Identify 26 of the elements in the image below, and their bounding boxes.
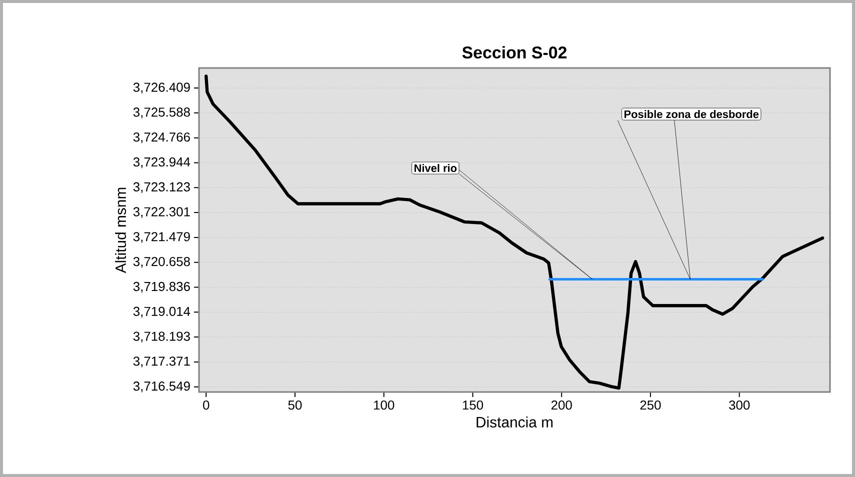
chart-title: Seccion S-02 [462, 46, 567, 59]
y-tick-label: 3,720.658 [133, 256, 190, 268]
x-tick-label: 150 [462, 400, 484, 410]
annotation: Nivel rio [414, 164, 457, 172]
y-tick-label: 3,724.766 [133, 132, 190, 144]
x-tick-label: 250 [640, 400, 661, 410]
x-tick-label: 100 [374, 400, 394, 410]
y-axis-title: Altitud msnm [115, 188, 126, 274]
y-tick-label: 3,719.014 [133, 306, 190, 318]
y-tick-label: 3,718.193 [133, 332, 190, 342]
x-tick-label: 200 [551, 400, 572, 410]
x-tick-label: 300 [729, 400, 750, 410]
y-tick-label: 3,722.301 [133, 207, 190, 218]
y-tick-label: 3,717.371 [133, 356, 190, 368]
x-tick-label: 0 [203, 400, 210, 410]
annotation: Posible zona de desborde [624, 110, 759, 118]
y-tick-label: 3,721.479 [133, 232, 190, 243]
y-tick-label: 3,725.588 [133, 108, 190, 118]
line-series [204, 74, 824, 390]
x-axis-title: Distancia m [476, 416, 553, 428]
x-tick-label: 50 [288, 400, 302, 410]
y-tick-label: 3,716.549 [133, 382, 190, 392]
y-tick-label: 3,719.836 [133, 282, 190, 293]
y-tick-label: 3,723.123 [133, 182, 190, 193]
y-tick-label: 3,723.944 [133, 157, 190, 168]
y-tick-label: 3,726.409 [133, 82, 190, 94]
